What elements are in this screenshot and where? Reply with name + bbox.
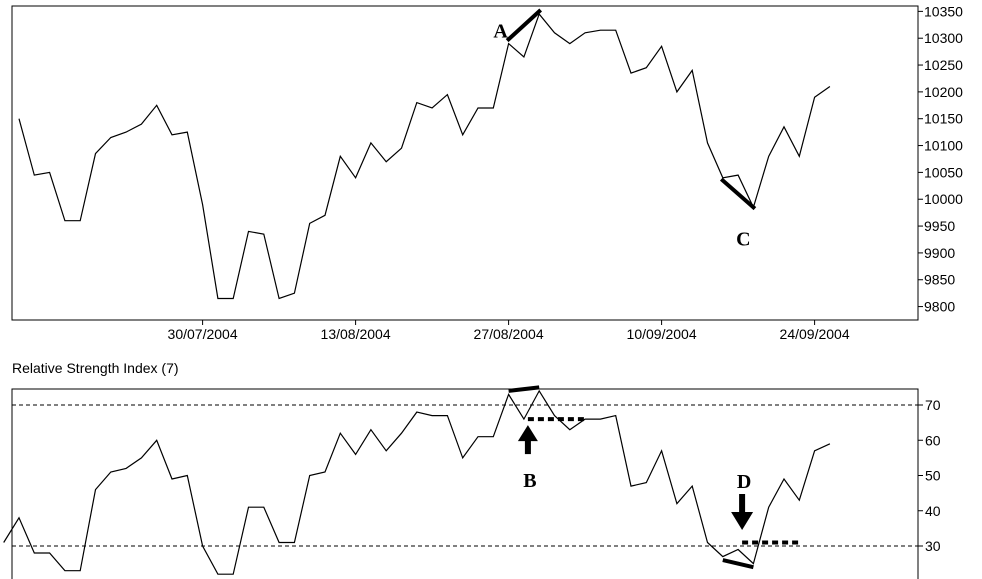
price-y-tick-label: 9850 — [924, 272, 955, 288]
price-y-tick-label: 9800 — [924, 299, 955, 315]
rsi-y-axis: 30 40 50 60 70 — [918, 397, 941, 554]
price-x-tick-label: 30/07/2004 — [168, 326, 238, 342]
price-y-tick-label: 9900 — [924, 245, 955, 261]
rsi-trendline — [722, 558, 754, 570]
rsi-y-tick-label: 70 — [925, 397, 941, 413]
rsi-y-tick-label: 30 — [925, 538, 941, 554]
price-y-tick-label: 10250 — [924, 57, 963, 73]
price-y-tick-label: 10150 — [924, 111, 963, 127]
price-y-tick-label: 10200 — [924, 84, 963, 100]
price-annotations: AC — [493, 8, 757, 250]
down-arrow-icon — [731, 494, 754, 530]
rsi-y-tick-label: 50 — [925, 468, 941, 484]
annotation-label-d: D — [737, 471, 751, 493]
price-y-tick-label: 10300 — [924, 30, 963, 46]
annotation-label-a: A — [493, 20, 508, 42]
price-plot-frame — [11, 5, 919, 321]
rsi-y-tick-label: 40 — [925, 503, 941, 519]
price-y-axis: 9800 9850 9900 9950 10000 10050 10100 10150 1020… — [918, 3, 963, 315]
annotation-label-b: B — [523, 470, 536, 492]
annotation-label-c: C — [736, 228, 750, 250]
price-y-tick-label: 10350 — [924, 3, 963, 19]
rsi-panel-title: Relative Strength Index (7) — [12, 360, 179, 376]
price-y-tick-label: 10000 — [924, 191, 963, 207]
price-x-tick-label: 24/09/2004 — [780, 326, 850, 342]
rsi-plot-frame — [11, 388, 919, 579]
up-arrow-icon — [517, 425, 538, 455]
price-x-axis: 30/07/2004 13/08/2004 27/08/2004 10/09/2004… — [168, 320, 850, 342]
price-x-tick-label: 13/08/2004 — [321, 326, 391, 342]
rsi-trendline — [508, 385, 540, 393]
rsi-series-line — [3, 389, 831, 575]
price-x-tick-label: 27/08/2004 — [474, 326, 544, 342]
price-trendline-c — [719, 177, 757, 211]
price-y-tick-label: 10100 — [924, 138, 963, 154]
price-series-line — [18, 12, 831, 300]
price-y-tick-label: 9950 — [924, 218, 955, 234]
rsi-reference-lines — [12, 404, 918, 547]
rsi-y-tick-label: 60 — [925, 432, 941, 448]
price-trendline-a — [505, 8, 543, 43]
price-x-tick-label: 10/09/2004 — [627, 326, 697, 342]
price-panel: 9800 9850 9900 9950 10000 10050 10100 10150 1020… — [11, 3, 963, 342]
price-y-tick-label: 10050 — [924, 164, 963, 180]
